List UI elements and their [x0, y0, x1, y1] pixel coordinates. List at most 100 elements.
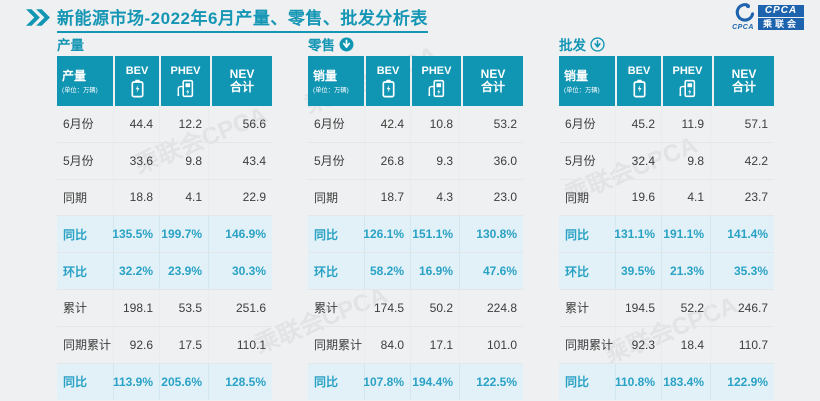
table-header: 销量 (单位：万辆) BEV PHEV NEV 合计	[559, 56, 774, 106]
column-label: NEV 合计	[229, 67, 255, 94]
row-label: 5月份	[314, 154, 345, 169]
cell-value: 110.1	[208, 326, 272, 363]
row-label: 累计	[565, 301, 590, 316]
first-col-unit: (单位：万辆)	[564, 87, 600, 94]
cell-value: 9.8	[159, 142, 208, 179]
table-row: 环比 58.2% 16.9% 47.6%	[308, 253, 523, 290]
table-row: 同比 135.5% 199.7% 146.9%	[57, 216, 272, 254]
cell-value: 146.9%	[208, 216, 272, 253]
column-header: BEV	[115, 56, 159, 106]
cell-value: 56.6	[208, 106, 272, 142]
table-row: 同比 131.1% 191.1% 141.4%	[559, 216, 774, 254]
cell-value: 199.7%	[159, 216, 208, 253]
cell-value: 32.4	[615, 142, 661, 179]
cell-value: 47.6%	[459, 253, 523, 289]
cell-value: 101.0	[459, 326, 523, 363]
cell-value: 107.8%	[363, 363, 410, 401]
cell-value: 26.8	[364, 142, 410, 179]
cell-value: 92.6	[113, 326, 159, 363]
cell-value: 110.7	[710, 326, 774, 363]
section-label: 批发	[559, 38, 586, 53]
cell-value: 9.8	[661, 142, 710, 179]
row-label: 同比	[314, 227, 339, 242]
table-body: 6月份 44.4 12.2 56.6 5月份 33.6 9.8 43.4 同期 18.8 4.1 22…	[57, 106, 272, 401]
row-label: 累计	[63, 301, 88, 316]
cell-value: 22.9	[208, 179, 272, 216]
section-header: 批发	[559, 32, 774, 56]
cell-value: 191.1%	[661, 216, 710, 253]
cell-value: 23.0	[459, 179, 523, 216]
section-label: 产量	[57, 38, 84, 53]
cell-value: 183.4%	[661, 363, 710, 401]
row-label: 同比	[565, 227, 590, 242]
table-body: 6月份 42.4 10.8 53.2 5月份 26.8 9.3 36.0 同期 18.7 4.3 23…	[308, 106, 523, 401]
cell-value: 92.3	[615, 326, 661, 363]
cell-value: 198.1	[113, 289, 159, 326]
cell-value: 42.4	[364, 106, 410, 142]
row-label: 5月份	[63, 154, 94, 169]
cpca-small-text: CPCA	[732, 24, 754, 31]
tables: 产量 产量 (单位：万辆) BEV PHEV NEV 合计 6月份 44.4 12.2 5…	[57, 32, 774, 401]
cell-value: 30.3%	[208, 253, 272, 289]
double-chevron-right-icon	[26, 8, 50, 31]
row-label: 同期累计	[565, 338, 614, 353]
row-label: 6月份	[63, 117, 94, 132]
cell-value: 113.9%	[113, 363, 159, 401]
table-row: 环比 32.2% 23.9% 30.3%	[57, 253, 272, 290]
first-col-title: 销量	[313, 69, 338, 83]
column-header: PHEV	[412, 56, 461, 106]
cell-value: 36.0	[459, 142, 523, 179]
cell-value: 194.5	[615, 289, 661, 326]
column-header: NEV 合计	[714, 56, 774, 106]
table-row: 同期累计 92.3 18.4 110.7	[559, 326, 774, 364]
row-label: 5月份	[565, 154, 596, 169]
first-column-header: 销量 (单位：万辆)	[559, 56, 615, 106]
cell-value: 23.7	[710, 179, 774, 216]
column-label: NEV 合计	[731, 67, 757, 94]
cell-value: 18.8	[113, 179, 159, 216]
cell-value: 53.2	[459, 106, 523, 142]
column-header: PHEV	[161, 56, 210, 106]
first-col-title: 产量	[62, 69, 87, 83]
cell-value: 135.5%	[112, 216, 159, 253]
table-row: 6月份 45.2 11.9 57.1	[559, 106, 774, 143]
charger-icon	[177, 79, 194, 98]
table-header: 产量 (单位：万辆) BEV PHEV NEV 合计	[57, 56, 272, 106]
cell-value: 42.2	[710, 142, 774, 179]
column-label: PHEV	[672, 64, 703, 77]
table-row: 同期累计 92.6 17.5 110.1	[57, 326, 272, 364]
column-header: NEV 合计	[463, 56, 523, 106]
cell-value: 110.8%	[615, 363, 661, 401]
table-row: 同期 18.8 4.1 22.9	[57, 179, 272, 217]
cell-value: 19.6	[615, 179, 661, 216]
cell-value: 4.3	[410, 179, 459, 216]
column-header: PHEV	[663, 56, 712, 106]
first-col-unit: (单位：万辆)	[313, 87, 349, 94]
battery-icon	[632, 79, 646, 98]
cell-value: 174.5	[364, 289, 410, 326]
table-row: 同比 126.1% 151.1% 130.8%	[308, 216, 523, 254]
cell-value: 16.9%	[410, 253, 459, 289]
row-label: 同期	[565, 190, 590, 205]
table-row: 5月份 26.8 9.3 36.0	[308, 142, 523, 180]
cell-value: 151.1%	[410, 216, 459, 253]
circle-arrow-down-filled-icon	[339, 37, 354, 52]
first-col-unit: (单位：万辆)	[62, 87, 98, 94]
cell-value: 58.2%	[364, 253, 410, 289]
cell-value: 126.1%	[363, 216, 410, 253]
battery-icon	[130, 79, 144, 98]
cell-value: 52.2	[661, 289, 710, 326]
table-body: 6月份 45.2 11.9 57.1 5月份 32.4 9.8 42.2 同期 19.6 4.1 23…	[559, 106, 774, 401]
cell-value: 205.6%	[159, 363, 208, 401]
first-column-header: 产量 (单位：万辆)	[57, 56, 113, 106]
row-label: 同期累计	[63, 338, 112, 353]
section-header: 零售	[308, 32, 523, 56]
table-row: 同比 107.8% 194.4% 122.5%	[308, 363, 523, 401]
row-label: 环比	[314, 264, 339, 279]
table-row: 同比 113.9% 205.6% 128.5%	[57, 363, 272, 401]
table-row: 同比 110.8% 183.4% 122.9%	[559, 363, 774, 401]
first-column-header: 销量 (单位：万辆)	[308, 56, 364, 106]
table-row: 5月份 33.6 9.8 43.4	[57, 142, 272, 180]
cell-value: 53.5	[159, 289, 208, 326]
table-row: 6月份 44.4 12.2 56.6	[57, 106, 272, 143]
